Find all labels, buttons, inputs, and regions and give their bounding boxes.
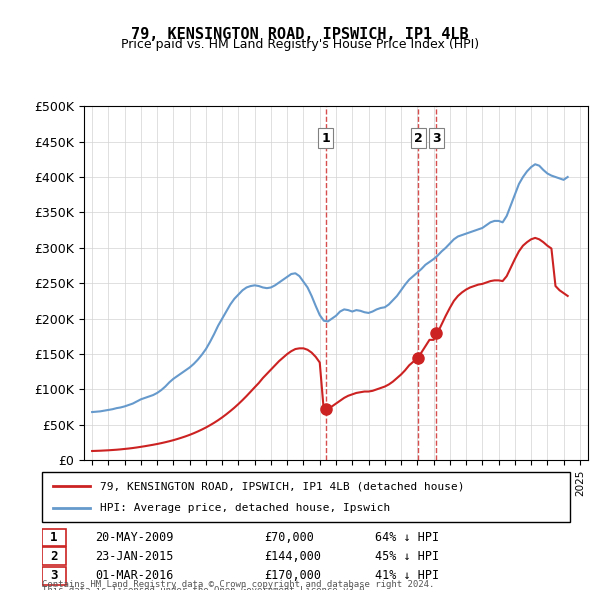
Text: £144,000: £144,000 [264,549,321,563]
Text: 2: 2 [50,549,58,563]
Text: This data is licensed under the Open Government Licence v3.0.: This data is licensed under the Open Gov… [42,586,370,590]
Text: 1: 1 [322,132,330,145]
Text: 23-JAN-2015: 23-JAN-2015 [95,549,173,563]
Text: Price paid vs. HM Land Registry's House Price Index (HPI): Price paid vs. HM Land Registry's House … [121,38,479,51]
Text: 79, KENSINGTON ROAD, IPSWICH, IP1 4LB: 79, KENSINGTON ROAD, IPSWICH, IP1 4LB [131,27,469,41]
FancyBboxPatch shape [42,472,570,522]
Text: £70,000: £70,000 [264,531,314,544]
Text: HPI: Average price, detached house, Ipswich: HPI: Average price, detached house, Ipsw… [100,503,391,513]
FancyBboxPatch shape [42,548,66,565]
Text: 2: 2 [414,132,422,145]
Text: 3: 3 [50,569,58,582]
FancyBboxPatch shape [42,567,66,585]
Text: £170,000: £170,000 [264,569,321,582]
Text: 45% ↓ HPI: 45% ↓ HPI [374,549,439,563]
FancyBboxPatch shape [42,529,66,546]
Text: Contains HM Land Registry data © Crown copyright and database right 2024.: Contains HM Land Registry data © Crown c… [42,580,434,589]
Text: 01-MAR-2016: 01-MAR-2016 [95,569,173,582]
Text: 41% ↓ HPI: 41% ↓ HPI [374,569,439,582]
Text: 3: 3 [432,132,440,145]
Text: 1: 1 [50,531,58,544]
Text: 64% ↓ HPI: 64% ↓ HPI [374,531,439,544]
Text: 20-MAY-2009: 20-MAY-2009 [95,531,173,544]
Text: 79, KENSINGTON ROAD, IPSWICH, IP1 4LB (detached house): 79, KENSINGTON ROAD, IPSWICH, IP1 4LB (d… [100,481,464,491]
